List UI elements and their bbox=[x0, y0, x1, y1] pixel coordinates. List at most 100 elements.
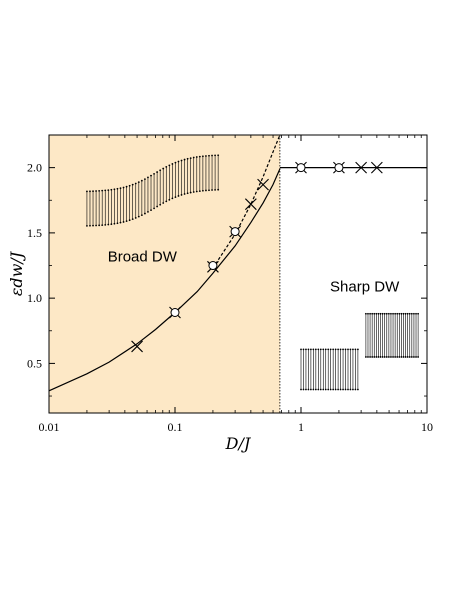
spin-arrow bbox=[377, 312, 380, 358]
spin-arrow bbox=[342, 348, 344, 391]
spin-arrow bbox=[390, 312, 392, 358]
sharp-dw-label: Sharp DW bbox=[330, 279, 400, 296]
y-tick-label: 1.0 bbox=[27, 291, 42, 305]
spin-arrow bbox=[375, 312, 378, 358]
spin-arrow bbox=[104, 189, 107, 226]
spin-arrow bbox=[387, 312, 390, 358]
x-tick-label: 1 bbox=[298, 420, 304, 434]
spin-arrow bbox=[122, 186, 125, 223]
spin-arrow bbox=[396, 312, 399, 358]
broad-wall-spins bbox=[86, 154, 220, 227]
y-axis-label: εdw/J bbox=[7, 250, 26, 296]
spin-arrow bbox=[119, 187, 122, 224]
spin-arrow bbox=[147, 176, 149, 213]
spin-insets bbox=[86, 154, 420, 391]
sharp-wall-spins bbox=[300, 312, 420, 391]
spin-arrow bbox=[192, 156, 195, 193]
plot-frame bbox=[48, 134, 428, 414]
broad-dw-region bbox=[49, 135, 280, 413]
spin-arrow bbox=[150, 174, 152, 212]
spin-arrow bbox=[339, 348, 342, 391]
spin-arrow bbox=[381, 312, 384, 358]
spin-arrow bbox=[344, 348, 347, 391]
spin-arrow bbox=[302, 348, 305, 391]
spin-arrow bbox=[319, 348, 322, 391]
spin-arrow bbox=[337, 348, 340, 391]
spin-arrow bbox=[159, 169, 162, 206]
spin-arrow bbox=[322, 348, 325, 391]
spin-arrow bbox=[398, 312, 401, 358]
spin-arrow bbox=[383, 312, 386, 358]
spin-arrow bbox=[324, 348, 327, 391]
spin-arrow bbox=[89, 190, 91, 227]
cross-marker bbox=[257, 178, 269, 191]
spin-arrow bbox=[404, 312, 407, 358]
spin-arrow bbox=[394, 312, 397, 358]
spin-arrow bbox=[410, 312, 413, 358]
spin-arrow bbox=[349, 348, 352, 391]
spin-arrow bbox=[144, 178, 146, 215]
spin-arrow bbox=[180, 159, 183, 196]
cross-marker bbox=[131, 340, 143, 353]
spin-arrow bbox=[86, 190, 88, 227]
x-tick-label: 0.1 bbox=[168, 420, 183, 434]
spin-arrow bbox=[168, 164, 171, 201]
spin-arrow bbox=[92, 190, 94, 227]
spin-arrow bbox=[352, 348, 354, 391]
spin-arrow bbox=[131, 183, 134, 221]
y-tick-label: 2.0 bbox=[27, 161, 42, 175]
cross-marker bbox=[355, 161, 368, 174]
circle-marker bbox=[334, 163, 344, 173]
spin-arrow bbox=[137, 181, 140, 218]
spin-arrow bbox=[198, 155, 201, 192]
spin-arrow bbox=[107, 189, 110, 226]
spin-arrow bbox=[406, 312, 409, 358]
spin-arrow bbox=[369, 312, 371, 358]
spin-arrow bbox=[347, 348, 349, 391]
spin-arrow bbox=[332, 348, 335, 391]
axes: 0.01 0.1 1 10 0.5 1.0 1.5 2.0 bbox=[27, 134, 433, 434]
spin-arrow bbox=[113, 188, 116, 225]
cross-marker bbox=[370, 161, 383, 174]
circle-marker bbox=[296, 163, 306, 173]
y-tick-label: 0.5 bbox=[27, 356, 42, 370]
spin-arrow bbox=[364, 312, 367, 358]
spin-arrow bbox=[174, 161, 177, 199]
spin-arrow bbox=[183, 158, 186, 195]
spin-arrow bbox=[217, 154, 220, 191]
spin-arrow bbox=[98, 189, 101, 227]
spin-arrow bbox=[334, 348, 337, 391]
spin-arrow bbox=[300, 348, 302, 391]
spin-arrow bbox=[354, 348, 357, 391]
spin-arrow bbox=[402, 312, 405, 358]
spin-arrow bbox=[153, 172, 155, 210]
spin-arrow bbox=[400, 312, 403, 358]
spin-arrow bbox=[195, 156, 198, 193]
circle-marker bbox=[208, 261, 218, 271]
series-line-solid-0 bbox=[49, 168, 281, 392]
spin-arrow bbox=[177, 160, 180, 197]
spin-arrow bbox=[214, 154, 216, 191]
spin-arrow bbox=[379, 312, 382, 358]
spin-arrow bbox=[305, 348, 307, 391]
spin-arrow bbox=[208, 154, 210, 192]
data-markers bbox=[131, 161, 383, 353]
spin-arrow bbox=[186, 157, 189, 195]
plot-area bbox=[49, 135, 281, 413]
broad-dw-label: Broad DW bbox=[108, 249, 178, 266]
x-tick-label: 0.01 bbox=[39, 420, 60, 434]
spin-arrow bbox=[317, 348, 320, 391]
cross-marker bbox=[244, 198, 257, 211]
spin-arrow bbox=[134, 182, 137, 219]
spin-arrow bbox=[201, 155, 204, 192]
spin-arrow bbox=[211, 154, 213, 191]
spin-arrow bbox=[415, 312, 417, 358]
spin-arrow bbox=[327, 348, 330, 391]
spin-arrow bbox=[116, 187, 119, 225]
spin-arrow bbox=[110, 188, 113, 226]
spin-arrow bbox=[385, 312, 388, 358]
spin-arrow bbox=[417, 312, 420, 358]
spin-arrow bbox=[371, 312, 374, 358]
spin-arrow bbox=[165, 166, 168, 203]
